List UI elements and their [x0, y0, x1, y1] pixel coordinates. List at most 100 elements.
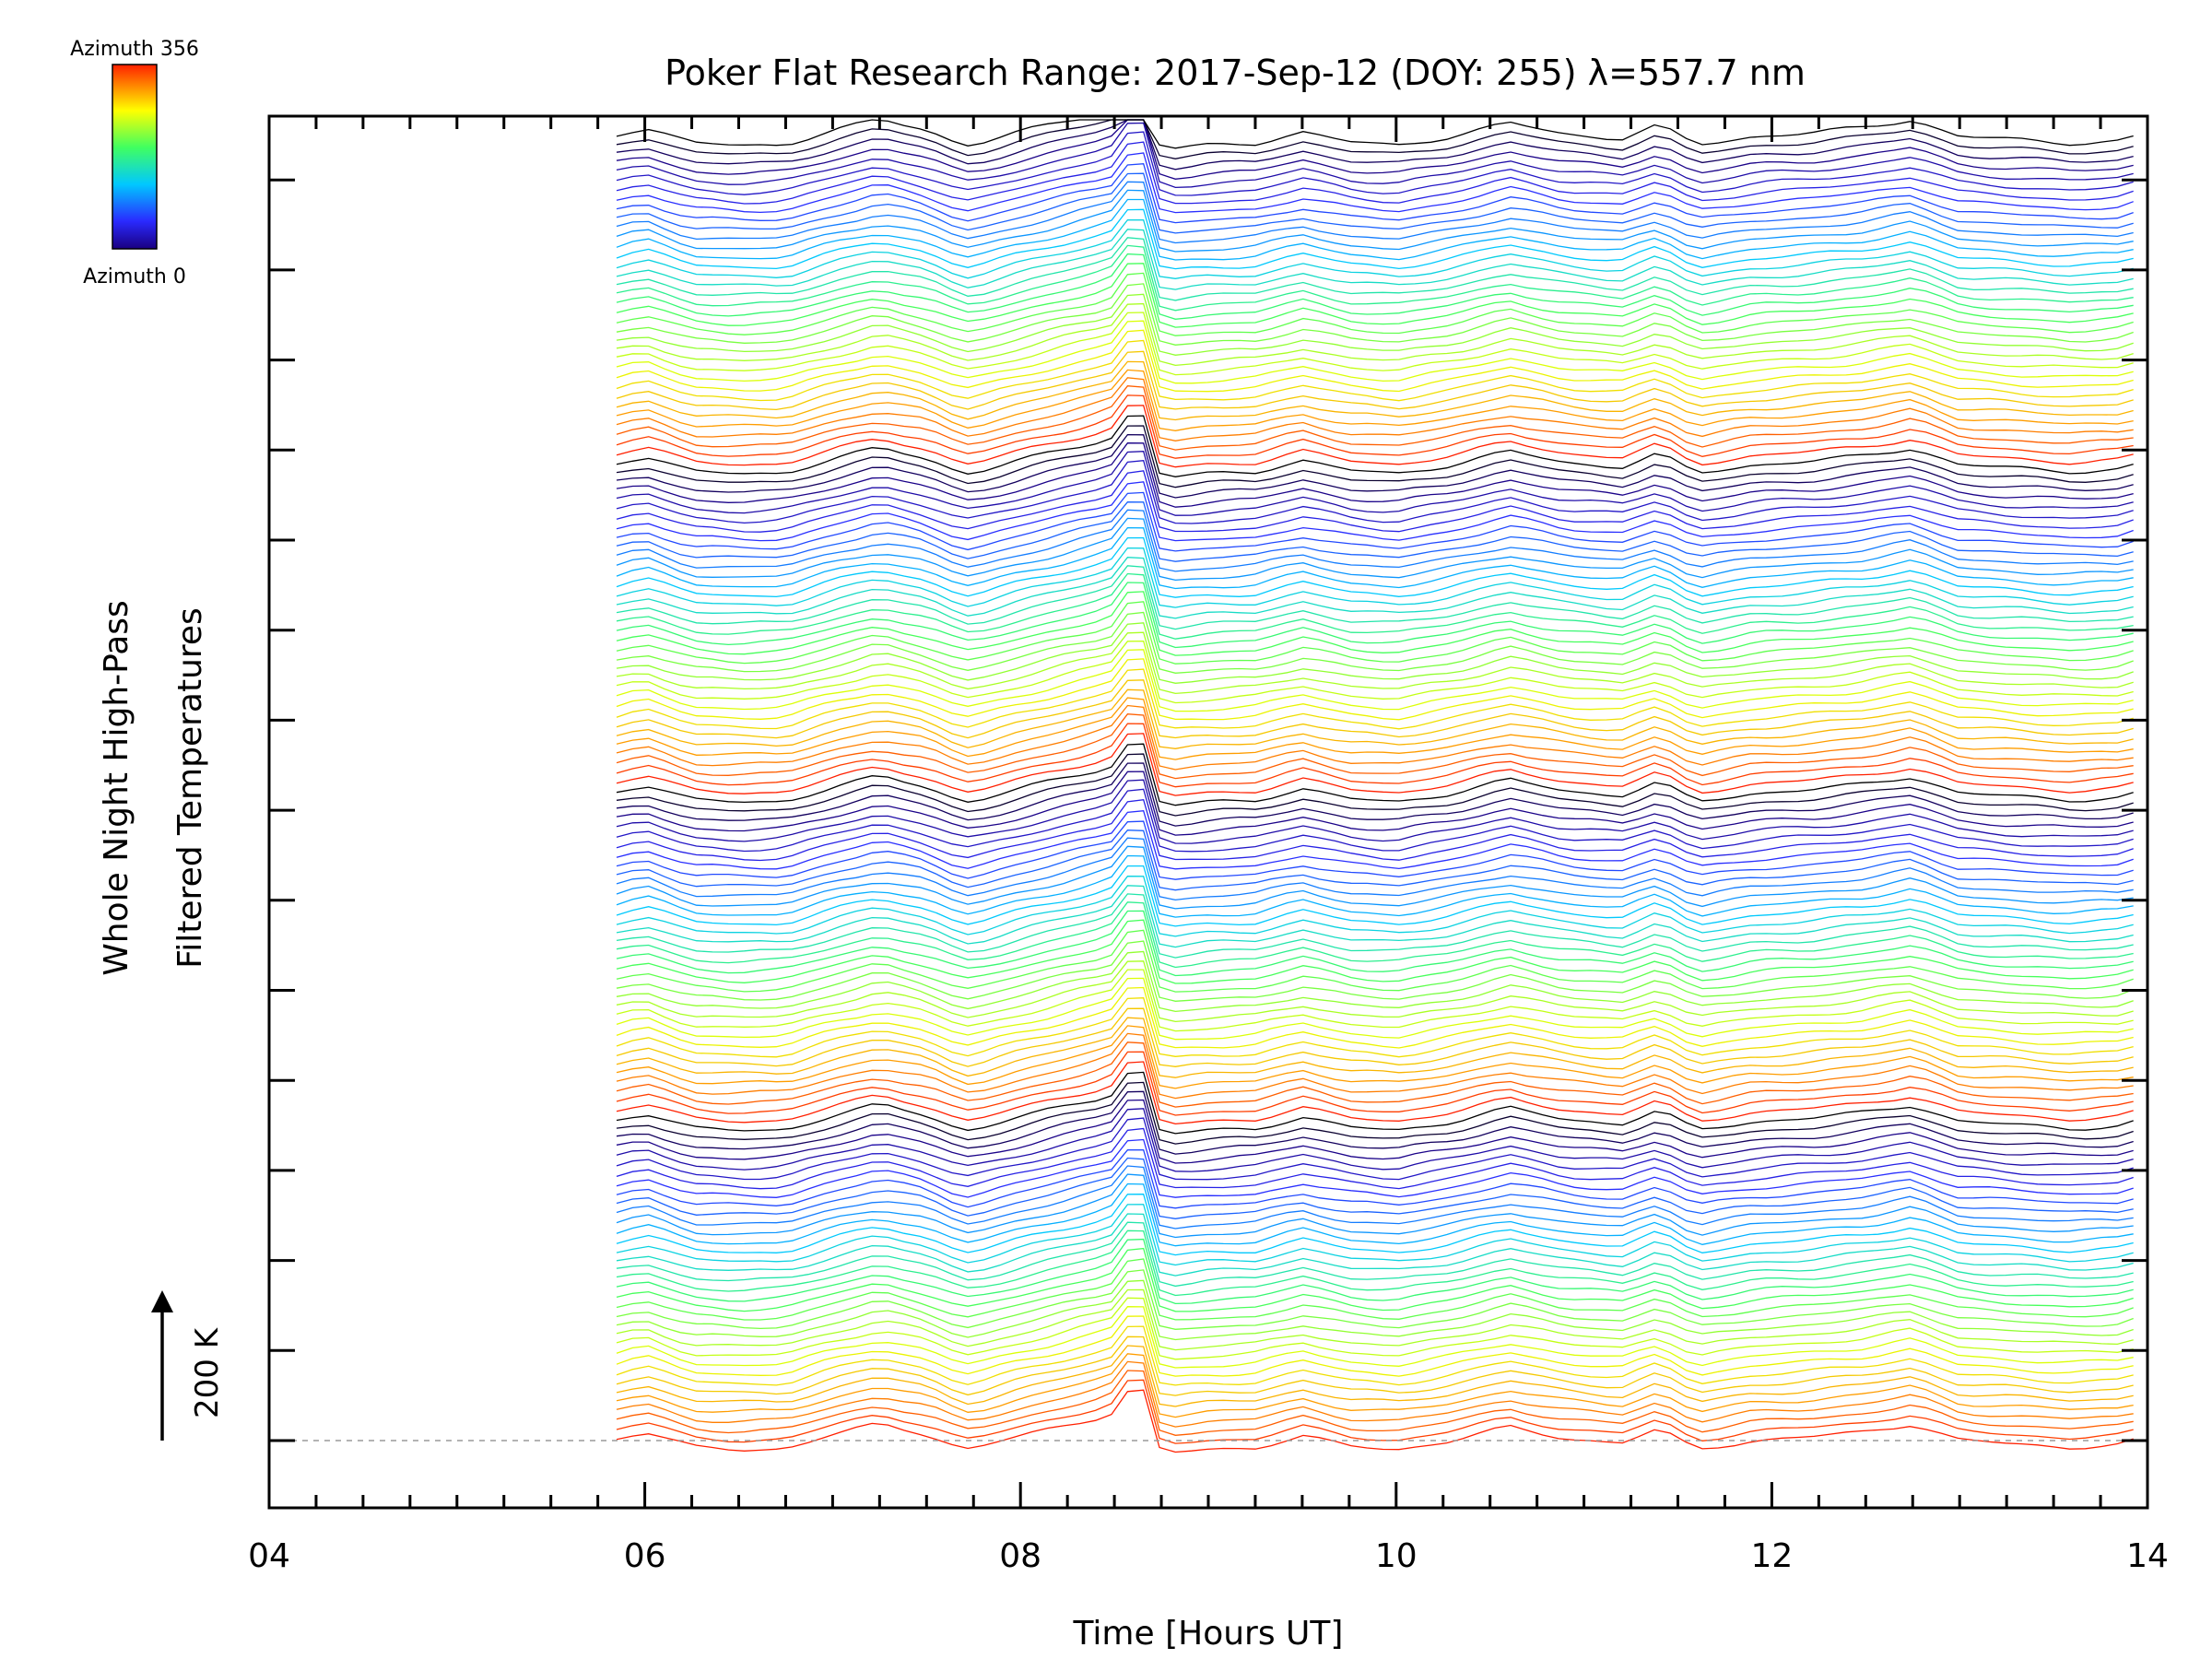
series-line	[616, 163, 2134, 224]
series-line	[616, 997, 2134, 1058]
series-line	[616, 119, 2134, 171]
colorbar-bottom-label: Azimuth 0	[83, 265, 186, 288]
chart-title: Poker Flat Research Range: 2017-Sep-12 (…	[665, 53, 1806, 93]
scale-arrow: 200 K	[151, 1290, 226, 1441]
series-line	[616, 779, 2134, 844]
series-line	[616, 547, 2134, 608]
series-line	[616, 1061, 2134, 1125]
series-line	[616, 293, 2134, 356]
series-line	[616, 1297, 2134, 1360]
series-line	[616, 1269, 2134, 1330]
series-line	[616, 611, 2134, 674]
series-line	[616, 1370, 2134, 1436]
series-line	[616, 688, 2134, 749]
series-line	[616, 131, 2134, 196]
series-line	[616, 1306, 2134, 1369]
y-axis-label-line1: Whole Night High-Pass	[98, 600, 135, 976]
series-line	[616, 1247, 2134, 1312]
series-line	[616, 1090, 2134, 1155]
series-line	[616, 960, 2134, 1023]
series-line	[616, 1345, 2134, 1407]
series-line	[616, 433, 2134, 499]
series-line	[616, 263, 2134, 328]
series-line	[616, 1325, 2134, 1386]
series-line	[616, 1108, 2134, 1172]
series-line	[616, 1258, 2134, 1321]
series-line	[616, 329, 2134, 393]
series-line	[616, 425, 2134, 488]
series-line	[616, 1041, 2134, 1108]
series-line	[616, 394, 2134, 459]
series-line	[616, 509, 2134, 572]
series-line	[616, 369, 2134, 431]
series-line	[616, 893, 2134, 959]
series-line	[616, 565, 2134, 630]
series-line	[616, 1221, 2134, 1288]
series-line	[616, 1353, 2134, 1418]
colorbar-gradient	[112, 64, 158, 250]
series-line	[616, 885, 2134, 948]
series-line	[616, 854, 2134, 918]
series-line	[616, 1173, 2134, 1239]
x-tick-label: 10	[1375, 1537, 1418, 1575]
series-line	[616, 1379, 2134, 1444]
axis-ticks	[267, 116, 2149, 1508]
series-line	[616, 1032, 2134, 1100]
colorbar-top-label: Azimuth 356	[70, 38, 199, 61]
series-line	[616, 1149, 2134, 1209]
series-line	[616, 601, 2134, 665]
series-line	[616, 631, 2134, 695]
series-line	[616, 302, 2134, 367]
series-line	[616, 350, 2134, 411]
series-line	[616, 1117, 2134, 1181]
series-line	[616, 865, 2134, 927]
series-line	[616, 1230, 2134, 1297]
series-line	[616, 189, 2134, 253]
series-line	[616, 1389, 2134, 1453]
series-line	[616, 753, 2134, 817]
series-line	[616, 679, 2134, 739]
series-line	[616, 119, 2134, 159]
series-line	[616, 950, 2134, 1013]
series-line	[616, 1165, 2134, 1230]
series-line	[616, 1157, 2134, 1219]
series-line	[616, 557, 2134, 619]
series-line	[616, 910, 2134, 977]
series-line	[616, 1017, 2134, 1078]
series-line	[616, 320, 2134, 384]
y-axis-label-line2: Filtered Temperatures	[171, 607, 209, 969]
series-line	[616, 582, 2134, 649]
series-line	[616, 283, 2134, 346]
series-line	[616, 591, 2134, 656]
series-line	[616, 119, 2134, 149]
series-line	[616, 668, 2134, 730]
series-line	[616, 649, 2134, 712]
scale-bar-label: 200 K	[189, 1326, 226, 1418]
series-line	[616, 986, 2134, 1049]
series-line	[616, 1138, 2134, 1198]
series-line	[616, 929, 2134, 993]
series-line	[616, 218, 2134, 279]
series-line	[616, 526, 2134, 590]
series-line	[616, 1051, 2134, 1116]
series-line	[616, 723, 2134, 788]
series-line	[616, 451, 2134, 516]
series-line	[616, 1279, 2134, 1341]
series-line	[616, 1335, 2134, 1396]
series-line	[616, 244, 2134, 312]
x-tick-label: 14	[2126, 1537, 2169, 1575]
series-line	[616, 830, 2134, 891]
series-line	[616, 122, 2134, 189]
series-line	[616, 762, 2134, 827]
x-tick-label: 12	[1750, 1537, 1793, 1575]
series-line	[616, 229, 2134, 290]
series-line	[616, 704, 2134, 771]
series-line	[616, 810, 2134, 870]
series-line	[616, 470, 2134, 533]
series-group	[616, 119, 2134, 1453]
series-line	[616, 208, 2134, 270]
series-line	[616, 1182, 2134, 1247]
series-line	[616, 1071, 2134, 1135]
series-line	[616, 152, 2134, 214]
